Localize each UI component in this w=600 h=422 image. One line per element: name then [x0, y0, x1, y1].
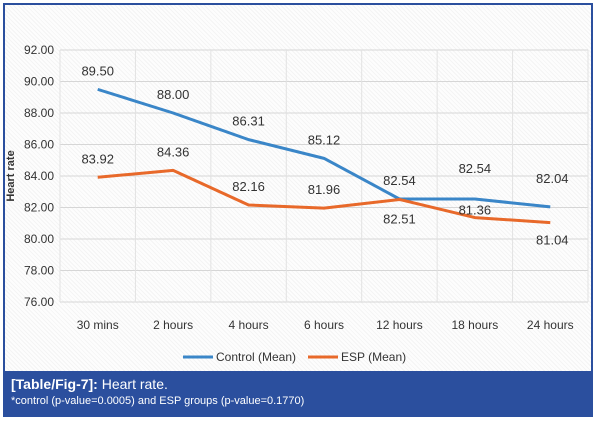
y-tick-label: 82.00 — [24, 201, 54, 215]
data-label: 81.04 — [536, 233, 569, 248]
data-label: 82.16 — [232, 179, 265, 194]
y-tick-label: 90.00 — [24, 75, 54, 89]
x-tick-label: 6 hours — [304, 318, 344, 332]
y-tick-label: 76.00 — [24, 295, 54, 309]
data-label: 82.54 — [459, 161, 492, 176]
y-tick-label: 84.00 — [24, 169, 54, 183]
x-tick-label: 18 hours — [452, 318, 499, 332]
caption-label: [Table/Fig-7]: — [11, 376, 98, 392]
caption-note: *control (p-value=0.0005) and ESP groups… — [11, 395, 305, 407]
data-label: 85.12 — [308, 132, 341, 147]
y-tick-label: 92.00 — [24, 43, 54, 57]
data-label: 86.31 — [232, 114, 265, 129]
x-tick-label: 4 hours — [229, 318, 269, 332]
chart-area: 76.00 78.00 80.00 82.00 84.00 86.00 88.00 90.00… — [5, 5, 591, 371]
series-line-esp — [97, 168, 551, 225]
y-tick-label: 86.00 — [24, 138, 54, 152]
x-tick-label: 30 mins — [77, 318, 119, 332]
legend-label: Control (Mean) — [216, 350, 296, 364]
y-axis-label: Heart rate — [5, 150, 17, 201]
x-tick-label: 12 hours — [376, 318, 423, 332]
heart-rate-line-chart: 76.00 78.00 80.00 82.00 84.00 86.00 88.00 90.00… — [5, 43, 589, 364]
data-label: 81.96 — [308, 182, 341, 197]
data-label: 83.92 — [81, 151, 114, 166]
data-label: 82.54 — [383, 173, 416, 188]
data-label: 82.51 — [383, 211, 416, 226]
figure-caption: [Table/Fig-7]: Heart rate. *control (p-v… — [3, 371, 593, 417]
legend-label: ESP (Mean) — [341, 350, 406, 364]
x-tick-label: 2 hours — [153, 318, 193, 332]
data-label: 84.36 — [157, 144, 190, 159]
y-tick-label: 80.00 — [24, 232, 54, 246]
data-label: 89.50 — [81, 63, 114, 78]
y-tick-label: 78.00 — [24, 264, 54, 278]
data-label: 88.00 — [157, 87, 190, 102]
data-label: 82.04 — [536, 171, 569, 186]
caption-title: Heart rate. — [101, 376, 168, 392]
y-tick-label: 88.00 — [24, 106, 54, 120]
x-tick-label: 24 hours — [527, 318, 574, 332]
data-label: 81.36 — [459, 203, 492, 218]
series-line-control — [97, 87, 551, 209]
